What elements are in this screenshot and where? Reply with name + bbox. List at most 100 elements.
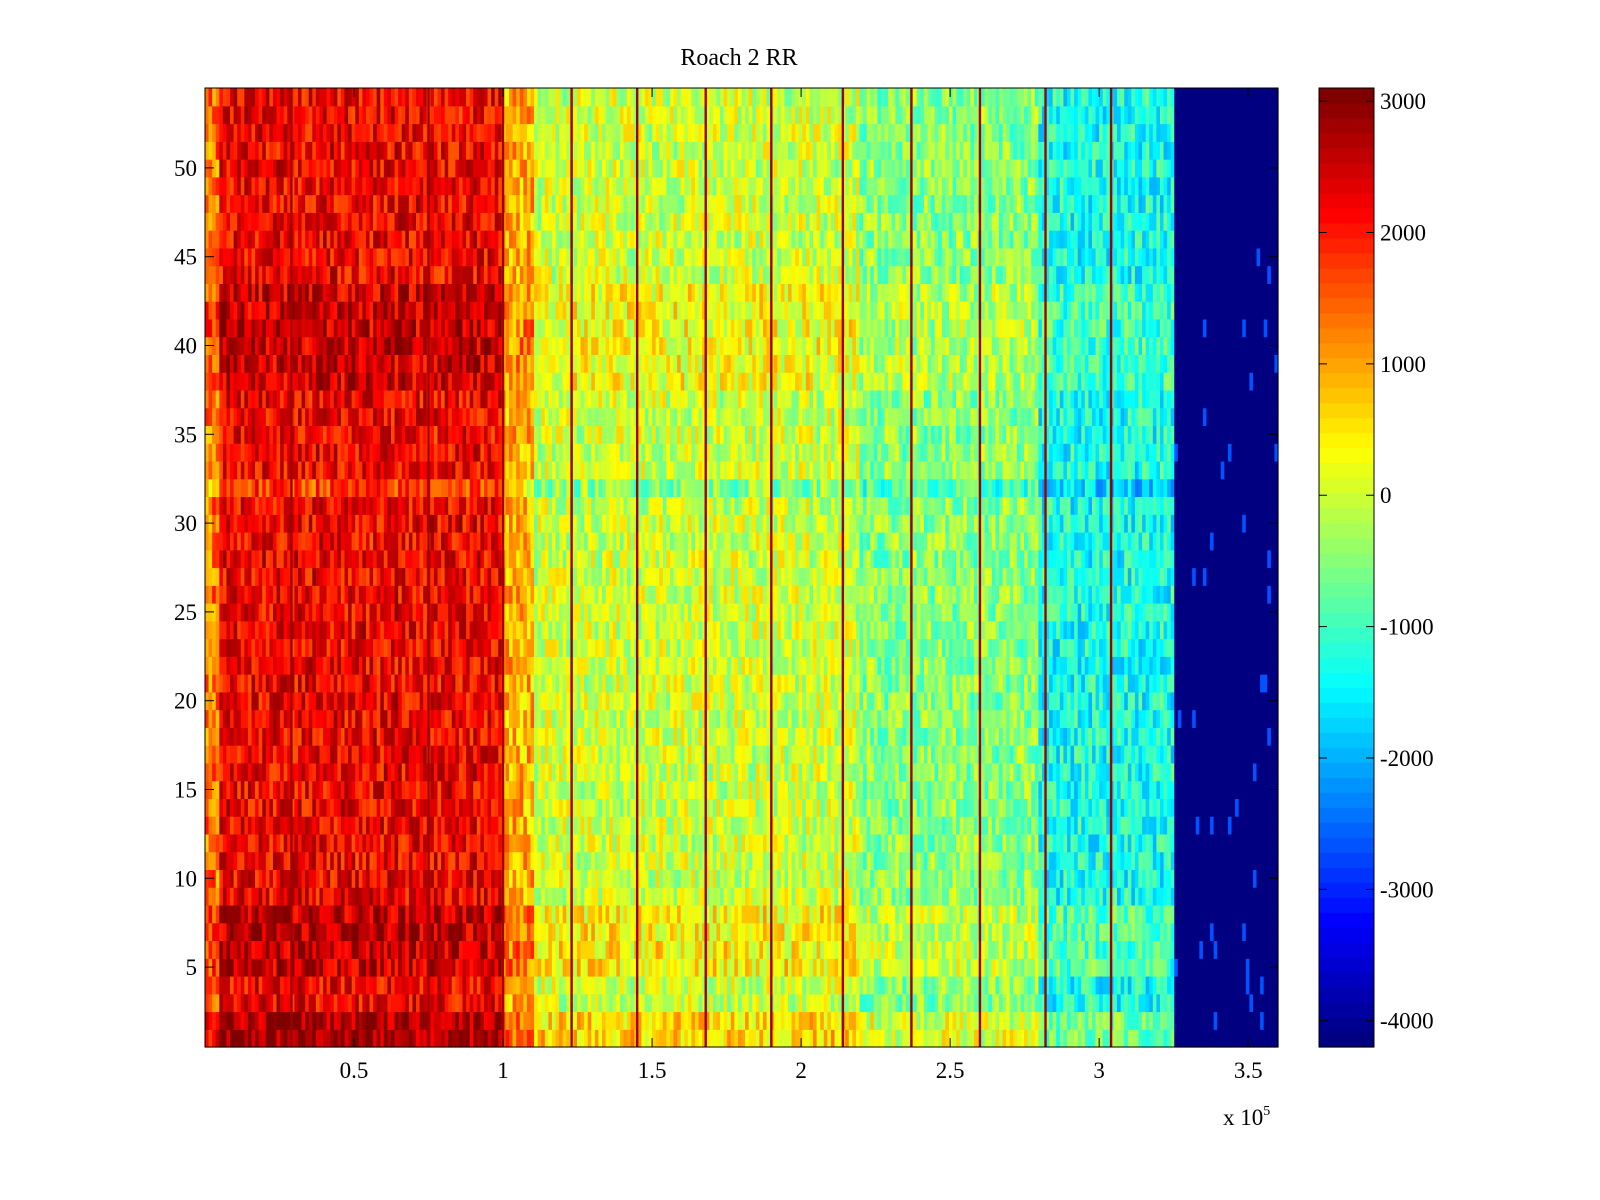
heatmap-cell (1088, 922, 1093, 942)
heatmap-cell (541, 1011, 546, 1030)
heatmap-cell (784, 922, 789, 942)
heatmap-cell (702, 798, 707, 817)
heatmap-cell (362, 887, 367, 906)
heatmap-cell (355, 869, 360, 888)
heatmap-cell (405, 798, 410, 817)
heatmap-cell (673, 869, 678, 888)
heatmap-cell (537, 798, 542, 817)
heatmap-cell (416, 922, 421, 942)
heatmap-cell (1084, 993, 1090, 1013)
heatmap-cell (340, 940, 346, 959)
heatmap-cell (315, 1011, 321, 1030)
heatmap-cell (272, 816, 278, 835)
heatmap-cell (280, 940, 285, 959)
heatmap-cell (1066, 798, 1072, 817)
heatmap-cell (369, 869, 374, 888)
heatmap-cell (1088, 958, 1093, 977)
heatmap-cell (1113, 975, 1118, 995)
heatmap-cell (380, 869, 385, 888)
heatmap-cell (441, 780, 446, 799)
heatmap-cell (1070, 762, 1075, 782)
heatmap-cell (1031, 887, 1036, 906)
heatmap-cell (1052, 1029, 1057, 1048)
heatmap-cell (562, 904, 567, 924)
heatmap-cell (587, 851, 592, 871)
heatmap-cell (441, 904, 446, 924)
heatmap-cell (1260, 904, 1265, 924)
heatmap-cell (966, 887, 972, 906)
heatmap-cell (576, 922, 582, 942)
heatmap-cell (648, 940, 653, 959)
heatmap-cell (1031, 993, 1036, 1013)
heatmap-cell (544, 958, 549, 977)
heatmap-cell (752, 887, 757, 906)
heatmap-cell (594, 1011, 600, 1030)
heatmap-cell (1170, 887, 1175, 906)
heatmap-cell (666, 816, 671, 835)
heatmap-cell (1088, 798, 1093, 817)
heatmap-cell (798, 1011, 803, 1030)
heatmap-cell (745, 780, 750, 799)
heatmap-cell (1177, 940, 1183, 959)
heatmap-cell (923, 851, 929, 871)
heatmap-cell (376, 851, 381, 871)
heatmap-cell (859, 780, 864, 799)
heatmap-cell (530, 975, 535, 995)
heatmap-cell (838, 975, 843, 995)
heatmap-cell (941, 958, 946, 977)
heatmap-cell (666, 1029, 671, 1048)
heatmap-cell (390, 993, 396, 1013)
heatmap-cell (788, 1011, 793, 1030)
heatmap-cell (351, 1011, 356, 1030)
heatmap-cell (1238, 993, 1243, 1013)
heatmap-cell (240, 887, 245, 906)
heatmap-cell (333, 851, 338, 871)
heatmap-cell (931, 1029, 936, 1048)
heatmap-cell (1045, 869, 1050, 888)
heatmap-cell (1220, 1029, 1225, 1048)
heatmap-cell (462, 851, 467, 871)
heatmap-cell (795, 762, 800, 782)
heatmap-cell (612, 1029, 617, 1048)
heatmap-cell (669, 975, 675, 995)
heatmap-cell (745, 816, 750, 835)
heatmap-cell (1066, 887, 1072, 906)
heatmap-cell (1192, 851, 1197, 871)
heatmap-cell (877, 762, 882, 782)
heatmap-cell (226, 1029, 231, 1048)
heatmap-cell (226, 922, 231, 942)
heatmap-cell (934, 904, 939, 924)
heatmap-cell (795, 993, 800, 1013)
heatmap-cell (287, 798, 292, 817)
heatmap-cell (541, 762, 546, 782)
heatmap-cell (376, 940, 381, 959)
heatmap-cell (1159, 904, 1165, 924)
heatmap-cell (526, 904, 532, 924)
heatmap-cell (544, 1011, 549, 1030)
heatmap-cell (1013, 993, 1018, 1013)
heatmap-cell (1274, 762, 1279, 782)
heatmap-cell (1081, 1029, 1086, 1048)
heatmap-cell (734, 993, 739, 1013)
heatmap-cell (716, 1011, 721, 1030)
heatmap-cell (512, 904, 517, 924)
heatmap-cell (970, 904, 975, 924)
heatmap-cell (916, 798, 921, 817)
heatmap-cell (544, 975, 549, 995)
heatmap-cell (509, 1011, 514, 1030)
heatmap-cell (1185, 851, 1190, 871)
heatmap-cell (1041, 833, 1047, 853)
heatmap-cell (848, 940, 853, 959)
heatmap-cell (780, 922, 786, 942)
heatmap-cell (297, 762, 303, 782)
heatmap-cell (1138, 958, 1143, 977)
heatmap-cell (934, 958, 939, 977)
heatmap-cell (602, 922, 607, 942)
heatmap-cell (587, 1011, 592, 1030)
heatmap-cell (737, 816, 743, 835)
heatmap-cell (1131, 762, 1136, 782)
heatmap-cell (1088, 816, 1093, 835)
heatmap-cell (1156, 1029, 1161, 1048)
heatmap-cell (966, 904, 972, 924)
heatmap-cell (237, 1029, 242, 1048)
